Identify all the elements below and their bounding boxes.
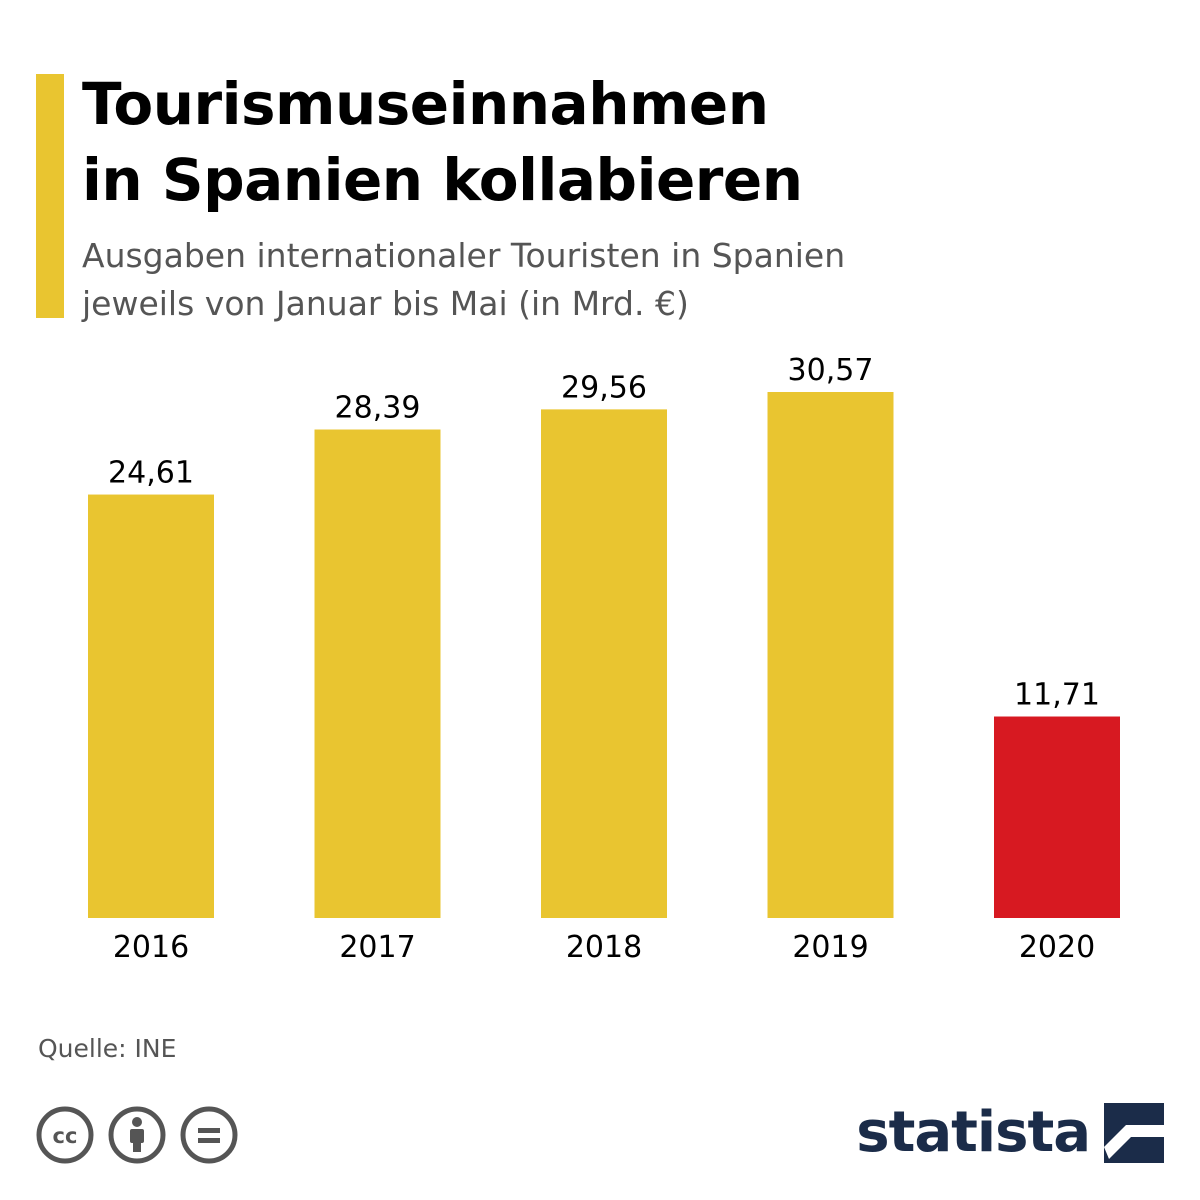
cc-icon[interactable]: cc (36, 1106, 94, 1164)
bar-2018 (541, 409, 667, 918)
x-tick-label-2018: 2018 (566, 930, 642, 965)
chart-subtitle: Ausgaben internationaler Touristen in Sp… (82, 232, 1162, 328)
svg-text:cc: cc (53, 1124, 78, 1148)
statista-logo-icon (1104, 1103, 1164, 1163)
value-label-2020: 11,71 (1014, 678, 1100, 713)
chart-title-line-1: Tourismuseinnahmen (82, 70, 769, 138)
source-note: Quelle: INE (38, 1034, 177, 1063)
bar-2016 (88, 494, 214, 918)
chart-subtitle-line-1: Ausgaben internationaler Touristen in Sp… (82, 236, 846, 275)
chart-subtitle-line-2: jeweils von Januar bis Mai (in Mrd. €) (82, 284, 689, 323)
x-tick-label-2017: 2017 (339, 930, 415, 965)
no-derivatives-icon[interactable] (180, 1106, 238, 1164)
value-label-2018: 29,56 (561, 370, 647, 405)
accent-bar (36, 74, 64, 318)
x-tick-label-2016: 2016 (113, 930, 189, 965)
bar-2017 (314, 429, 441, 918)
value-label-2019: 30,57 (788, 353, 874, 388)
x-tick-label-2019: 2019 (792, 930, 868, 965)
bar-2019 (767, 392, 894, 918)
chart-title-line-2: in Spanien kollabieren (82, 146, 803, 214)
by-attribution-icon[interactable] (108, 1106, 166, 1164)
brand-name: statista (856, 1100, 1091, 1165)
value-label-2017: 28,39 (335, 391, 421, 426)
value-label-2016: 24,61 (108, 456, 194, 491)
statista-brand[interactable]: statista (856, 1100, 1164, 1166)
license-icons: cc (36, 1106, 238, 1164)
bar-2020 (994, 716, 1120, 918)
chart-title: Tourismuseinnahmen in Spanien kollabiere… (82, 66, 1162, 218)
x-tick-label-2020: 2020 (1019, 930, 1095, 965)
